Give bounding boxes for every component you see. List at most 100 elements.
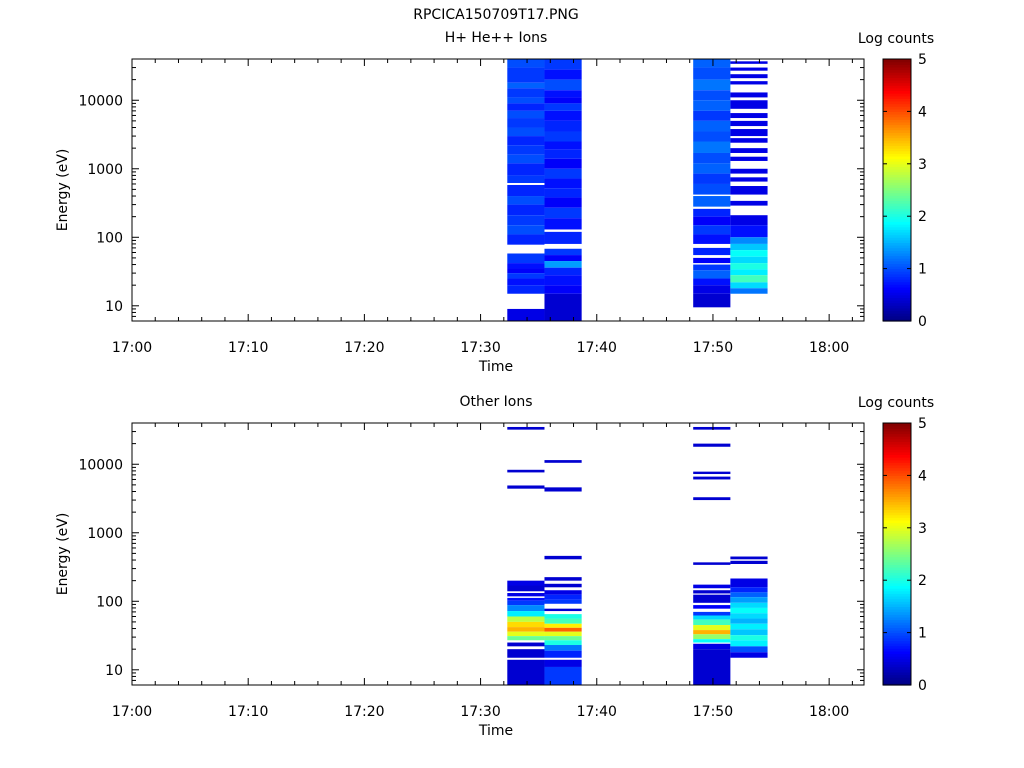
colorbar-segment: [883, 491, 911, 495]
heatmap-cell: [507, 103, 545, 111]
heatmap-cell: [693, 562, 731, 565]
heatmap-cell: [693, 584, 731, 589]
heatmap-cell: [507, 67, 545, 83]
heatmap-cell: [507, 636, 545, 641]
heatmap-cell: [693, 649, 731, 685]
colorbar-segment: [883, 218, 911, 223]
heatmap-cell: [544, 285, 582, 294]
colorbar-segment: [883, 611, 911, 615]
colorbar-segment: [883, 90, 911, 94]
colorbar-tick-label: 2: [918, 209, 927, 225]
heatmap-cell: [693, 152, 731, 164]
panel-title: H+ He++ Ions: [445, 30, 548, 46]
heatmap-cell: [507, 485, 545, 489]
colorbar-segment: [883, 140, 911, 144]
colorbar-segment: [883, 129, 911, 133]
heatmap-cell: [730, 560, 768, 565]
colorbar-segment: [883, 674, 911, 678]
heatmap-cell: [730, 646, 768, 653]
heatmap-cell: [544, 636, 582, 641]
colorbar-segment: [883, 297, 911, 301]
heatmap-cell: [730, 635, 768, 641]
axes: 17:00 17:10 17:20 17:30 17:40 17:50 18:00 10 100…: [78, 58, 865, 356]
heatmap-cell: [730, 275, 768, 283]
heatmap-cell: [544, 608, 582, 612]
heatmap-cell: [730, 256, 768, 264]
colorbar-segment: [883, 258, 911, 262]
heatmap-cell: [544, 141, 582, 150]
colorbar-tick-label: 1: [918, 262, 927, 278]
colorbar-segment: [883, 61, 911, 65]
heatmap-cell: [544, 631, 582, 637]
colorbar-segment: [883, 142, 911, 147]
heatmap-cell: [544, 267, 582, 276]
heatmap-cell: [507, 110, 545, 119]
heatmap-cell: [544, 618, 582, 624]
colorbar: 0 1 2 3 4 5: [882, 416, 927, 694]
colorbar-segment: [883, 580, 911, 584]
colorbar-segment: [883, 679, 911, 683]
colorbar-segment: [883, 598, 911, 602]
colorbar-segment: [883, 635, 911, 639]
colorbar-segment: [883, 467, 911, 471]
colorbar-segment: [883, 302, 911, 306]
heatmap-cell: [730, 156, 768, 161]
heatmap-cell: [507, 97, 545, 104]
heatmap-cell: [507, 154, 545, 164]
colorbar-tick-label: 0: [918, 314, 927, 330]
colorbar-segment: [883, 203, 911, 207]
x-tick-label: 18:00: [809, 704, 849, 720]
colorbar-segment: [883, 153, 911, 157]
colorbar-segment: [883, 446, 911, 450]
x-tick-label: 17:00: [112, 340, 152, 356]
heatmap-cell: [693, 643, 731, 650]
panel-h-he-ions: H+ He++ Ions Log counts Energy (eV) Time…: [55, 30, 934, 375]
colorbar-segment: [883, 462, 911, 466]
colorbar-segment: [883, 514, 911, 518]
heatmap-cell: [693, 67, 731, 80]
colorbar-segment: [883, 656, 911, 660]
colorbar-segment: [883, 485, 911, 490]
colorbar-segment: [883, 265, 911, 270]
colorbar-segment: [883, 572, 911, 576]
colorbar-segment: [883, 603, 911, 607]
colorbar-segment: [883, 527, 911, 532]
heatmap-cell: [730, 602, 768, 608]
colorbar-segment: [883, 210, 911, 215]
colorbar-tick-label: 2: [918, 573, 927, 589]
colorbar-segment: [883, 585, 911, 589]
heatmap-cell: [693, 131, 731, 142]
colorbar-segment: [883, 114, 911, 118]
colorbar-segment: [883, 459, 911, 463]
heatmap-cell: [693, 590, 731, 594]
heatmap-cell: [693, 79, 731, 91]
colorbar-segment: [883, 119, 911, 123]
heatmap-cell: [507, 215, 545, 226]
colorbar-segment: [883, 624, 911, 628]
heatmap-cell: [507, 278, 545, 286]
heatmap-cell: [544, 103, 582, 111]
heatmap-cell: [544, 158, 582, 169]
heatmap-cell: [730, 100, 768, 109]
heatmap-cell: [544, 90, 582, 98]
colorbar-segment: [883, 82, 911, 86]
colorbar-segment: [883, 525, 911, 529]
heatmap-cell: [693, 247, 731, 256]
colorbar-segment: [883, 103, 911, 107]
heatmap-cell: [693, 594, 731, 603]
colorbar-segment: [883, 637, 911, 642]
heatmap-cell: [507, 184, 545, 197]
colorbar-segment: [883, 171, 911, 175]
heatmap-cell: [730, 237, 768, 244]
heatmap-cell: [544, 97, 582, 104]
heatmap-cell: [507, 196, 545, 205]
colorbar-segment: [883, 493, 911, 497]
colorbar-segment: [883, 190, 911, 194]
colorbar-segment: [883, 653, 911, 657]
heatmap-cell: [544, 555, 582, 560]
colorbar-segment: [883, 250, 911, 254]
heatmap-cell: [507, 469, 545, 473]
heatmap-cell: [693, 285, 731, 294]
x-tick-label: 17:50: [693, 340, 733, 356]
x-tick-label: 18:00: [809, 340, 849, 356]
